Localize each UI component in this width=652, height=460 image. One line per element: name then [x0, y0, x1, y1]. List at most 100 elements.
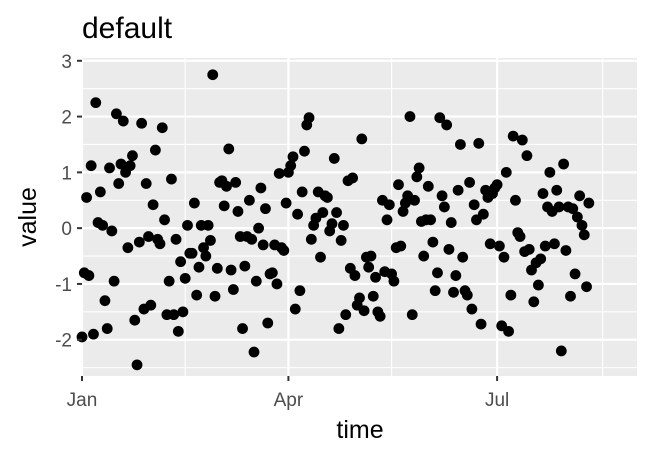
- data-point: [340, 309, 352, 321]
- data-point: [466, 303, 478, 315]
- x-axis-title: time: [336, 416, 383, 444]
- data-point: [244, 194, 255, 206]
- data-point: [193, 261, 205, 273]
- data-point: [493, 240, 505, 252]
- data-point: [356, 133, 368, 145]
- data-point: [177, 306, 189, 318]
- y-axis: 3 2 1 0 -1 -2: [55, 52, 82, 352]
- data-point: [537, 188, 549, 199]
- data-point: [145, 299, 157, 311]
- data-point: [285, 160, 297, 172]
- y-axis-title: value: [14, 187, 42, 247]
- data-point: [255, 182, 267, 194]
- data-point: [422, 180, 434, 192]
- data-point: [477, 208, 489, 220]
- data-point: [528, 296, 540, 308]
- data-point: [514, 231, 526, 242]
- data-point: [443, 243, 455, 255]
- data-point: [131, 359, 143, 371]
- data-point: [413, 162, 425, 174]
- data-point: [532, 279, 544, 291]
- y-tick-label: 2: [61, 108, 72, 129]
- data-point: [117, 115, 129, 127]
- data-point: [221, 180, 232, 192]
- data-point: [347, 172, 359, 184]
- data-point: [122, 242, 134, 254]
- data-point: [365, 250, 377, 262]
- data-point: [383, 199, 395, 211]
- data-point: [188, 197, 200, 209]
- data-point: [225, 264, 237, 276]
- data-point: [260, 203, 271, 215]
- data-point: [305, 233, 317, 245]
- data-point: [115, 158, 127, 170]
- data-point: [230, 177, 242, 188]
- data-point: [331, 207, 342, 218]
- data-point: [455, 139, 466, 150]
- data-point: [558, 158, 570, 170]
- y-tick-label: 1: [61, 163, 72, 184]
- data-point: [289, 303, 301, 315]
- data-point: [521, 150, 533, 162]
- data-point: [441, 119, 453, 131]
- data-point: [367, 290, 379, 302]
- data-point: [223, 143, 235, 155]
- data-point: [248, 346, 260, 358]
- data-point: [432, 267, 443, 279]
- data-point: [491, 179, 503, 191]
- data-point: [448, 286, 459, 298]
- data-point: [553, 201, 565, 213]
- data-point: [149, 144, 161, 156]
- data-point: [168, 309, 180, 321]
- data-point: [143, 231, 154, 242]
- data-point: [154, 238, 166, 250]
- data-point: [85, 160, 97, 172]
- data-point: [574, 190, 586, 202]
- data-point: [374, 310, 386, 322]
- data-point: [129, 314, 141, 326]
- chart-title: default: [82, 12, 173, 45]
- data-point: [172, 325, 184, 337]
- data-point: [397, 206, 409, 217]
- data-point: [388, 275, 400, 287]
- data-point: [257, 239, 269, 251]
- x-axis: Jan Apr Jul: [67, 376, 509, 411]
- data-point: [140, 178, 152, 189]
- data-point: [133, 236, 145, 248]
- data-point: [108, 275, 120, 287]
- data-point: [227, 284, 239, 295]
- data-point: [576, 219, 588, 231]
- data-point: [581, 281, 592, 293]
- data-point: [278, 245, 290, 256]
- data-point: [560, 245, 572, 256]
- data-point: [338, 219, 349, 231]
- data-point: [544, 166, 556, 178]
- data-point: [200, 250, 212, 262]
- data-point: [436, 190, 448, 202]
- x-tick-label: Apr: [274, 390, 304, 411]
- data-point: [404, 111, 416, 122]
- data-point: [363, 261, 375, 273]
- data-point: [321, 192, 333, 203]
- data-point: [464, 177, 475, 188]
- data-point: [127, 150, 138, 162]
- data-point: [205, 235, 216, 246]
- data-point: [565, 290, 576, 302]
- data-point: [395, 240, 407, 252]
- data-point: [370, 271, 381, 283]
- data-point: [578, 229, 590, 241]
- data-point: [147, 199, 159, 211]
- data-point: [317, 207, 329, 218]
- y-tick-label: 3: [61, 52, 72, 73]
- data-point: [179, 272, 191, 284]
- data-point: [99, 295, 111, 307]
- data-point: [218, 200, 230, 212]
- data-point: [246, 233, 258, 245]
- data-point: [434, 112, 446, 124]
- data-point: [159, 214, 170, 226]
- data-point: [111, 108, 122, 120]
- data-point: [507, 130, 519, 142]
- data-point: [83, 270, 95, 281]
- data-point: [326, 218, 338, 230]
- data-point: [503, 325, 514, 337]
